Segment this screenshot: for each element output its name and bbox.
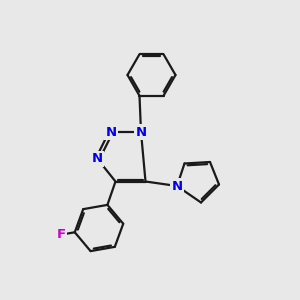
Text: F: F — [57, 228, 66, 241]
Text: N: N — [171, 179, 183, 193]
Text: N: N — [135, 125, 147, 139]
Text: N: N — [105, 125, 117, 139]
Text: N: N — [92, 152, 103, 166]
